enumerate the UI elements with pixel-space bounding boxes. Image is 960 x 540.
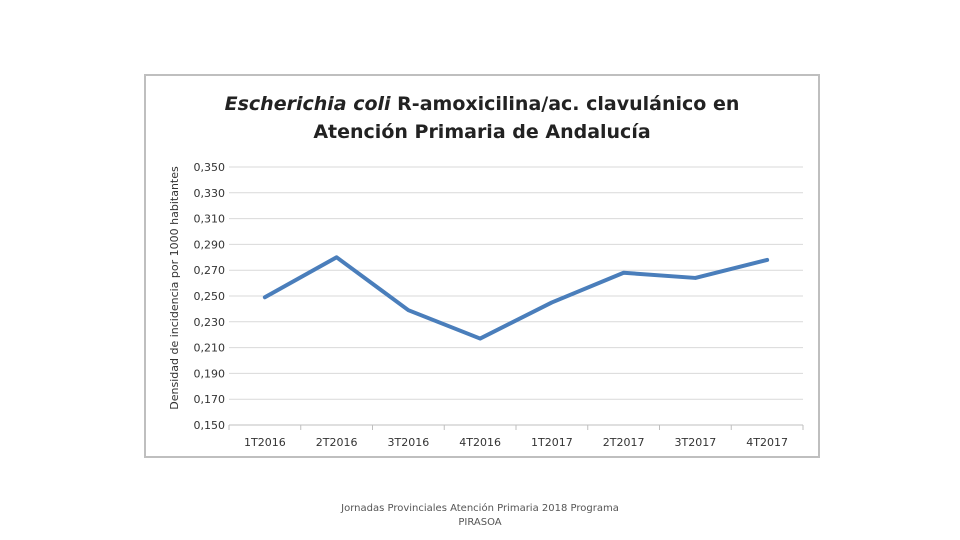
- y-tick-label: 0,290: [194, 238, 226, 251]
- x-tick-label: 1T2016: [244, 436, 286, 449]
- data-point: [693, 276, 697, 280]
- data-point: [765, 258, 769, 262]
- y-tick-label: 0,250: [194, 290, 226, 303]
- y-tick-label: 0,150: [194, 419, 226, 432]
- y-tick-label: 0,330: [194, 187, 226, 200]
- x-tick-label: 3T2017: [675, 436, 717, 449]
- data-point: [406, 308, 410, 312]
- y-tick-label: 0,190: [194, 367, 226, 380]
- data-point: [263, 295, 267, 299]
- chart-title-rest: R-amoxicilina/ac. clavulánico en: [390, 93, 740, 115]
- x-tick-label: 2T2016: [316, 436, 358, 449]
- x-tick-label: 1T2017: [531, 436, 573, 449]
- y-tick-label: 0,210: [194, 342, 226, 355]
- series-line: [262, 255, 770, 341]
- x-tick-label: 4T2017: [746, 436, 788, 449]
- x-tick-label: 2T2017: [603, 436, 645, 449]
- y-tick-label: 0,170: [194, 393, 226, 406]
- y-tick-label: 0,310: [194, 213, 226, 226]
- data-point: [478, 337, 482, 341]
- data-point: [550, 300, 554, 304]
- footer-caption: Jornadas Provinciales Atención Primaria …: [330, 502, 630, 530]
- x-tick-label: 3T2016: [388, 436, 430, 449]
- y-tick-label: 0,230: [194, 316, 226, 329]
- x-tick-label: 4T2016: [459, 436, 501, 449]
- footer-line2: PIRASOA: [458, 517, 502, 528]
- data-point: [622, 271, 626, 275]
- y-tick-label: 0,350: [194, 161, 226, 174]
- chart-title: Escherichia coli R-amoxicilina/ac. clavu…: [144, 90, 820, 146]
- chart-frame: [144, 74, 820, 458]
- y-tick-label: 0,270: [194, 264, 226, 277]
- footer-line1: Jornadas Provinciales Atención Primaria …: [341, 503, 619, 514]
- data-point: [335, 255, 339, 259]
- chart-title-italic: Escherichia coli: [224, 93, 391, 115]
- chart-title-line2: Atención Primaria de Andalucía: [313, 121, 651, 143]
- y-axis-label: Densidad de incidencia por 1000 habitant…: [168, 166, 181, 410]
